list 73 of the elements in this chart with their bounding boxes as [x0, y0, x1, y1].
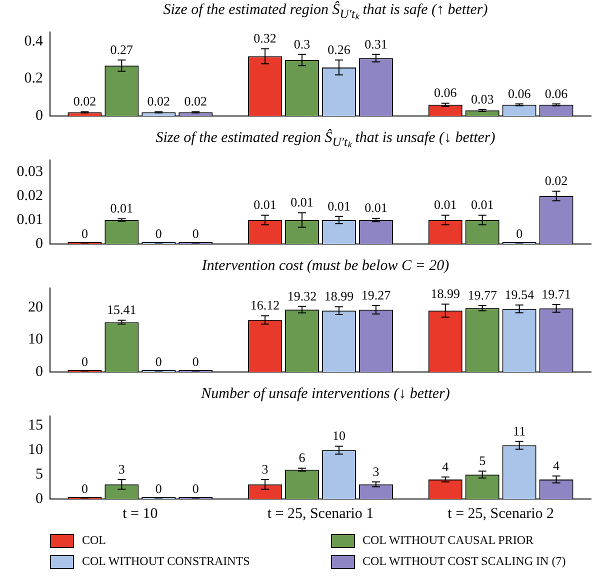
data-label: 19.54	[504, 286, 534, 302]
data-label: 4	[442, 458, 450, 474]
y-tick-label: 0.2	[24, 70, 43, 87]
data-label: 3	[372, 464, 380, 479]
data-label: 18.99	[430, 286, 460, 302]
data-label: 0	[155, 480, 162, 496]
legend-label: COL WITHOUT CAUSAL PRIOR	[362, 533, 534, 548]
data-label: 0.26	[328, 42, 351, 57]
y-tick-label: 20	[28, 299, 43, 316]
y-tick-label: 15	[28, 418, 43, 434]
data-label: 0	[155, 354, 162, 369]
data-label: 0	[516, 226, 523, 241]
data-label: 0.3	[294, 36, 310, 52]
data-label: 0.06	[544, 86, 568, 101]
data-label: 16.12	[250, 298, 280, 313]
data-label: 0	[192, 480, 199, 496]
data-label: 0.02	[184, 94, 207, 109]
data-label: 0.01	[110, 200, 134, 216]
chart-title: Number of unsafe interventions (↓ better)	[200, 385, 451, 404]
data-label: 3	[262, 461, 268, 476]
chart-title: Intervention cost (must be below C = 20)	[200, 257, 450, 276]
y-tick-label: 0	[36, 108, 43, 124]
x-tick-label: t = 25, Scenario 2	[448, 506, 554, 522]
data-label: 0.01	[470, 197, 494, 212]
data-label: 15.41	[107, 302, 136, 318]
data-label: 0.01	[328, 198, 350, 214]
x-tick-label: t = 10	[122, 506, 158, 522]
data-label: 19.71	[542, 286, 571, 302]
y-tick-label: 0	[36, 490, 43, 507]
data-label: 0	[155, 226, 162, 241]
data-label: 0	[192, 226, 199, 241]
data-label: 0.01	[290, 194, 314, 210]
y-tick-label: 10	[28, 332, 43, 348]
data-label: 0	[81, 354, 88, 369]
y-tick-label: 0.01	[16, 212, 43, 228]
data-label: 0.06	[508, 86, 532, 101]
data-label: 10	[332, 428, 346, 444]
data-label: 4	[553, 458, 560, 473]
data-label: 0.32	[254, 30, 276, 46]
data-label: 5	[479, 453, 486, 468]
legend-label: COL WITHOUT COST SCALING IN (7)	[362, 554, 566, 569]
data-label: 0.02	[544, 173, 568, 188]
y-tick-label: 0	[36, 364, 43, 380]
data-label: 0.02	[147, 94, 170, 109]
data-label: 0.31	[364, 36, 388, 52]
data-label: 18.99	[324, 288, 354, 304]
data-label: 0.01	[254, 197, 276, 212]
data-label: 0	[81, 226, 88, 241]
x-tick-label: t = 25, Scenario 1	[267, 506, 374, 522]
data-label: 0.27	[110, 42, 134, 57]
y-tick-label: 0	[36, 236, 43, 252]
data-label: 0.01	[434, 197, 457, 212]
data-label: 19.32	[287, 288, 317, 304]
y-tick-label: 0.03	[16, 164, 43, 180]
data-label: 0.01	[364, 200, 388, 216]
legend-label: COL	[82, 533, 106, 548]
data-label: 3	[118, 461, 125, 476]
data-label: 19.77	[468, 287, 498, 302]
y-tick-label: 0.4	[24, 33, 44, 50]
y-tick-label: 0.02	[16, 188, 43, 204]
data-label: 11	[513, 423, 526, 438]
y-tick-label: 10	[28, 442, 43, 458]
data-label: 0.03	[470, 91, 494, 106]
legend-label: COL WITHOUT CONSTRAINTS	[82, 554, 250, 569]
data-label: 0.06	[434, 85, 458, 100]
y-tick-label: 5	[36, 466, 43, 483]
data-label: 0	[81, 480, 88, 496]
data-label: 0	[192, 354, 199, 369]
data-label: 6	[298, 450, 306, 466]
data-label: 19.27	[361, 287, 392, 302]
data-label: 0.02	[73, 94, 96, 109]
chart-title: Size of the estimated region Ŝ$_{U′tₖ}$ that is safe (↑ better)	[162, 0, 489, 21]
chart-title: Size of the estimated region Ŝ$_{U′tₖ}$ that is unsafe (↓ better)	[154, 128, 496, 149]
